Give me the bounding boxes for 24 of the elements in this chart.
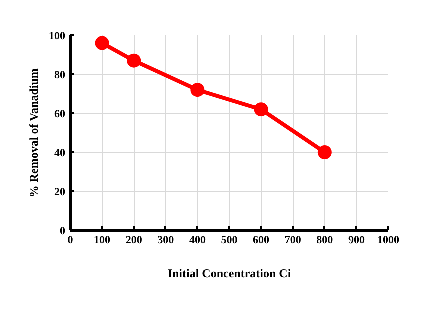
y-tick-label: 0 [60,226,66,238]
x-tick-label: 200 [126,234,143,246]
y-tick-label: 100 [49,30,66,42]
y-tick-label: 80 [54,70,66,82]
x-tick-label: 300 [158,234,175,246]
x-tick-label: 500 [221,234,238,246]
x-axis-title: Initial Concentration Ci [168,266,292,280]
x-tick-label: 900 [348,234,366,246]
x-tick-label: 1000 [378,234,400,246]
point [190,83,205,98]
x-tick-label: 800 [316,234,334,246]
point [318,146,332,160]
x-tick-label: 0 [68,234,74,246]
point [127,54,142,68]
x-tick-label: 600 [253,234,270,246]
y-tick-label: 60 [54,108,66,120]
x-tick-label: 100 [94,234,112,246]
y-axis-title: % Removal of Vanadium [27,68,41,198]
point [254,102,268,117]
point [95,36,110,50]
y-tick-label: 20 [54,186,66,198]
x-tick-label: 400 [189,234,206,246]
y-tick-label: 40 [54,148,66,160]
x-tick-label: 700 [284,234,302,246]
